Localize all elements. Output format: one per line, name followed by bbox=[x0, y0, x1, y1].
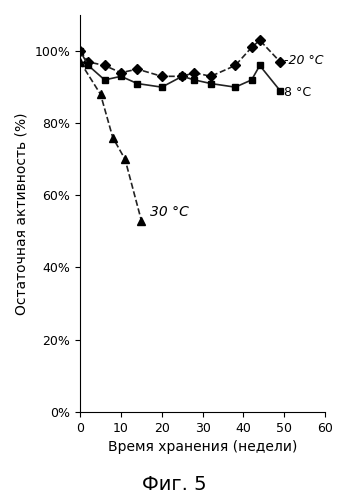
Y-axis label: Остаточная активность (%): Остаточная активность (%) bbox=[15, 112, 29, 315]
Text: 8 °C: 8 °C bbox=[284, 86, 311, 99]
Text: -20 °C: -20 °C bbox=[284, 53, 324, 66]
Text: Фиг. 5: Фиг. 5 bbox=[142, 475, 206, 494]
X-axis label: Время хранения (недели): Время хранения (недели) bbox=[108, 440, 297, 454]
Text: 30 °C: 30 °C bbox=[150, 205, 188, 219]
